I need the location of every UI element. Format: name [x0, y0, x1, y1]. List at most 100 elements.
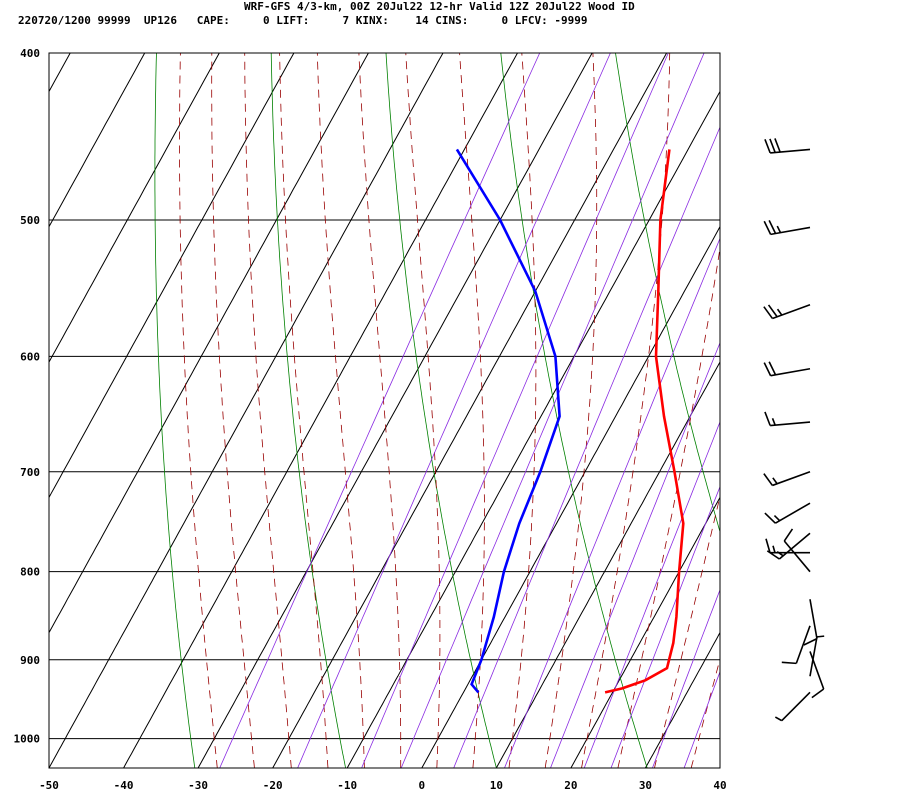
moist-adiabat — [617, 245, 720, 768]
isotherm-line — [49, 53, 369, 634]
barb-half-flag — [772, 477, 778, 485]
mixing-ratio-line — [550, 341, 720, 768]
mixing-ratio-line — [683, 670, 720, 768]
temperature-tick-label: 10 — [490, 779, 503, 792]
wind-barbs — [763, 138, 825, 722]
dry-adiabat — [730, 53, 900, 768]
temperature-tick-label: 40 — [713, 779, 726, 792]
barb-half-flag — [771, 418, 776, 426]
mixing-ratio-line — [610, 485, 720, 768]
isotherm-line — [570, 496, 720, 768]
dewpoint-trace — [455, 148, 561, 694]
barb-staff — [778, 532, 811, 560]
moist-adiabat — [405, 53, 441, 768]
barb-staff — [770, 226, 811, 236]
mixing-ratio-line — [583, 420, 720, 768]
isotherm-line — [123, 53, 518, 768]
isotherm-line — [272, 53, 668, 768]
isotherm-line — [49, 53, 220, 364]
barb-staff — [809, 599, 818, 639]
barb-flag — [774, 138, 781, 153]
barb-flag — [768, 361, 777, 376]
wind-barb — [809, 635, 825, 677]
pressure-tick-label: 800 — [20, 566, 40, 579]
pressure-tick-label: 600 — [20, 350, 40, 363]
dry-adiabat — [845, 53, 900, 768]
barb-staff — [783, 540, 811, 573]
barb-half-flag — [772, 545, 776, 553]
moist-adiabat — [244, 53, 292, 768]
wind-barb — [803, 599, 818, 646]
isotherm-line — [49, 53, 444, 768]
mixing-ratio-line — [219, 53, 541, 768]
mixing-ratio-line — [361, 53, 669, 768]
wind-barb — [763, 471, 811, 487]
isotherm-line — [49, 53, 295, 499]
isotherm-line — [644, 631, 720, 768]
barb-flag — [763, 306, 774, 319]
temperature-tick-label: -40 — [114, 779, 134, 792]
barb-flag — [765, 538, 771, 553]
dry-adiabat — [385, 53, 497, 768]
axis-layer: 400 500 600 700 800 900 1000 -50 -40 -30 -20 -10 0 10… — [14, 47, 727, 792]
barb-staff — [795, 625, 811, 664]
wind-barb — [763, 361, 811, 377]
temperature-tick-label: 30 — [639, 779, 652, 792]
barb-flag — [781, 661, 797, 665]
barb-staff — [770, 421, 811, 427]
pressure-tick-label: 400 — [20, 47, 40, 60]
moist-adiabat — [279, 53, 329, 768]
barb-staff — [772, 471, 811, 487]
moist-adiabat — [690, 657, 720, 768]
temperature-tick-label: -50 — [39, 779, 59, 792]
barb-half-flag — [776, 308, 783, 316]
temperature-tick-label: -30 — [188, 779, 208, 792]
dry-adiabat — [615, 53, 720, 534]
grid-layer — [49, 53, 900, 768]
barb-flag — [768, 220, 777, 234]
pressure-tick-label: 900 — [20, 654, 40, 667]
barb-flag — [763, 220, 772, 235]
isotherm-line — [719, 766, 720, 768]
wind-barb — [765, 538, 810, 554]
trace-layer — [455, 148, 685, 694]
wind-barb — [763, 220, 811, 236]
wind-barb — [774, 691, 811, 722]
wind-barb — [764, 138, 811, 154]
wind-barb — [783, 528, 811, 573]
temperature-tick-label: 0 — [418, 779, 425, 792]
mixing-ratio-line — [652, 588, 720, 768]
barb-flag — [767, 304, 778, 318]
barb-flag — [769, 138, 776, 153]
barb-flag — [811, 688, 825, 699]
temperature-tick-label: 20 — [564, 779, 577, 792]
plot-frame — [48, 52, 721, 769]
chart-title: WRF-GFS 4/3-km, 00Z 20Jul22 12-hr Valid … — [244, 0, 635, 13]
barb-staff — [770, 367, 811, 377]
wind-barb — [763, 304, 811, 320]
barb-staff — [781, 691, 811, 722]
barb-half-flag — [773, 515, 781, 522]
barb-flag — [764, 512, 776, 524]
barb-staff — [809, 651, 825, 690]
isotherm-line — [795, 53, 900, 768]
wind-barb — [764, 411, 811, 427]
barb-staff — [774, 502, 811, 524]
barb-flag — [764, 411, 771, 426]
barb-flag — [783, 528, 794, 542]
barb-half-flag — [774, 716, 783, 722]
isotherm-line — [197, 53, 593, 768]
mixing-ratio-line — [400, 53, 705, 768]
moist-adiabat — [358, 53, 402, 768]
mixing-ratio-line — [297, 53, 611, 768]
moist-adiabat — [654, 494, 720, 768]
wind-barb — [781, 625, 811, 665]
moist-adiabat — [508, 53, 537, 768]
barb-flag — [803, 637, 818, 646]
moist-adiabat — [179, 53, 218, 768]
temperature-tick-label: -10 — [337, 779, 357, 792]
dry-adiabat — [154, 53, 196, 768]
mixing-ratio-line — [504, 237, 720, 768]
pressure-tick-label: 500 — [20, 214, 40, 227]
